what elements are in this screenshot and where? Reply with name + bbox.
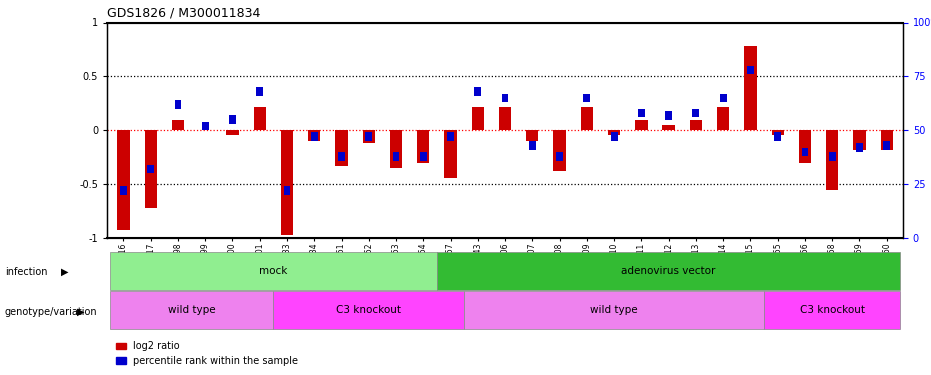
Bar: [472, 106, 484, 130]
Bar: [393, 152, 399, 160]
Bar: [744, 46, 757, 130]
Bar: [308, 130, 320, 141]
Bar: [284, 186, 290, 195]
Text: wild type: wild type: [590, 305, 638, 315]
Bar: [274, 291, 465, 329]
Bar: [854, 130, 866, 150]
Bar: [447, 132, 454, 141]
Bar: [635, 120, 647, 130]
Bar: [553, 130, 566, 171]
Bar: [335, 130, 347, 166]
Bar: [202, 122, 209, 130]
Bar: [581, 106, 593, 130]
Bar: [437, 252, 900, 290]
Bar: [390, 130, 402, 168]
Legend: log2 ratio, percentile rank within the sample: log2 ratio, percentile rank within the s…: [112, 338, 303, 370]
Bar: [881, 130, 893, 150]
Text: genotype/variation: genotype/variation: [5, 307, 97, 317]
Bar: [663, 125, 675, 130]
Bar: [144, 130, 156, 208]
Bar: [638, 109, 645, 117]
Bar: [856, 143, 863, 152]
Bar: [172, 120, 184, 130]
Bar: [117, 130, 129, 230]
Bar: [747, 66, 754, 74]
Bar: [608, 130, 620, 135]
Bar: [611, 132, 617, 141]
Bar: [584, 94, 590, 102]
Text: ▶: ▶: [77, 307, 85, 317]
Bar: [229, 115, 236, 124]
Bar: [475, 87, 481, 96]
Bar: [526, 130, 538, 141]
Bar: [465, 291, 764, 329]
Bar: [311, 132, 317, 141]
Bar: [281, 130, 293, 235]
Bar: [499, 106, 511, 130]
Text: infection: infection: [5, 267, 47, 277]
Text: C3 knockout: C3 knockout: [336, 305, 401, 315]
Bar: [775, 132, 781, 141]
Bar: [120, 186, 127, 195]
Bar: [829, 152, 836, 160]
Bar: [256, 87, 263, 96]
Bar: [666, 111, 672, 120]
Bar: [717, 106, 729, 130]
Bar: [420, 152, 426, 160]
Bar: [772, 130, 784, 135]
Bar: [365, 132, 372, 141]
Bar: [253, 106, 266, 130]
Bar: [110, 291, 274, 329]
Bar: [444, 130, 457, 178]
Text: mock: mock: [259, 266, 288, 276]
Bar: [799, 130, 811, 163]
Text: adenovirus vector: adenovirus vector: [622, 266, 716, 276]
Bar: [147, 165, 155, 173]
Bar: [174, 100, 182, 109]
Bar: [417, 130, 429, 163]
Bar: [338, 152, 344, 160]
Text: GDS1826 / M300011834: GDS1826 / M300011834: [107, 7, 261, 20]
Bar: [110, 252, 437, 290]
Text: wild type: wild type: [168, 305, 215, 315]
Bar: [363, 130, 375, 143]
Bar: [693, 109, 699, 117]
Bar: [502, 94, 508, 102]
Bar: [720, 94, 726, 102]
Bar: [802, 148, 808, 156]
Bar: [690, 120, 702, 130]
Text: C3 knockout: C3 knockout: [800, 305, 865, 315]
Bar: [764, 291, 900, 329]
Bar: [226, 130, 238, 135]
Bar: [556, 152, 563, 160]
Text: ▶: ▶: [61, 267, 68, 277]
Bar: [529, 141, 535, 150]
Bar: [826, 130, 838, 190]
Bar: [884, 141, 890, 150]
